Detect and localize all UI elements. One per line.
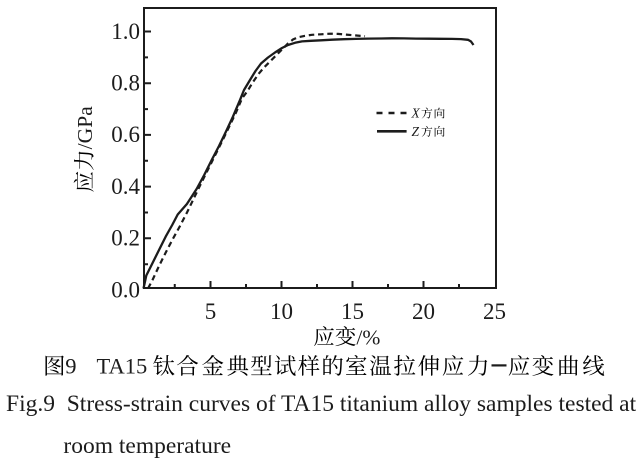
svg-text:20: 20 <box>412 299 435 324</box>
svg-text:15: 15 <box>341 299 364 324</box>
svg-text:25: 25 <box>483 299 506 324</box>
svg-text:0.4: 0.4 <box>111 174 140 199</box>
svg-text:/GPa: /GPa <box>73 106 97 150</box>
svg-text:Fig.9 Stress-strain curves of: Fig.9 Stress-strain curves of TA15 titan… <box>6 391 637 417</box>
svg-text:0.0: 0.0 <box>111 277 140 302</box>
svg-text:/%: /% <box>356 325 380 349</box>
svg-text:5: 5 <box>205 299 217 324</box>
svg-text:10: 10 <box>270 299 293 324</box>
svg-text:TA15: TA15 <box>97 353 148 378</box>
svg-text:room temperature: room temperature <box>63 433 231 459</box>
svg-text:Z: Z <box>412 124 420 139</box>
svg-text:0.2: 0.2 <box>111 226 140 251</box>
svg-text:1.0: 1.0 <box>111 19 140 44</box>
svg-text:9: 9 <box>65 353 76 378</box>
svg-text:0.6: 0.6 <box>111 122 140 147</box>
svg-text:0.8: 0.8 <box>111 71 140 96</box>
svg-text:X: X <box>411 106 421 121</box>
